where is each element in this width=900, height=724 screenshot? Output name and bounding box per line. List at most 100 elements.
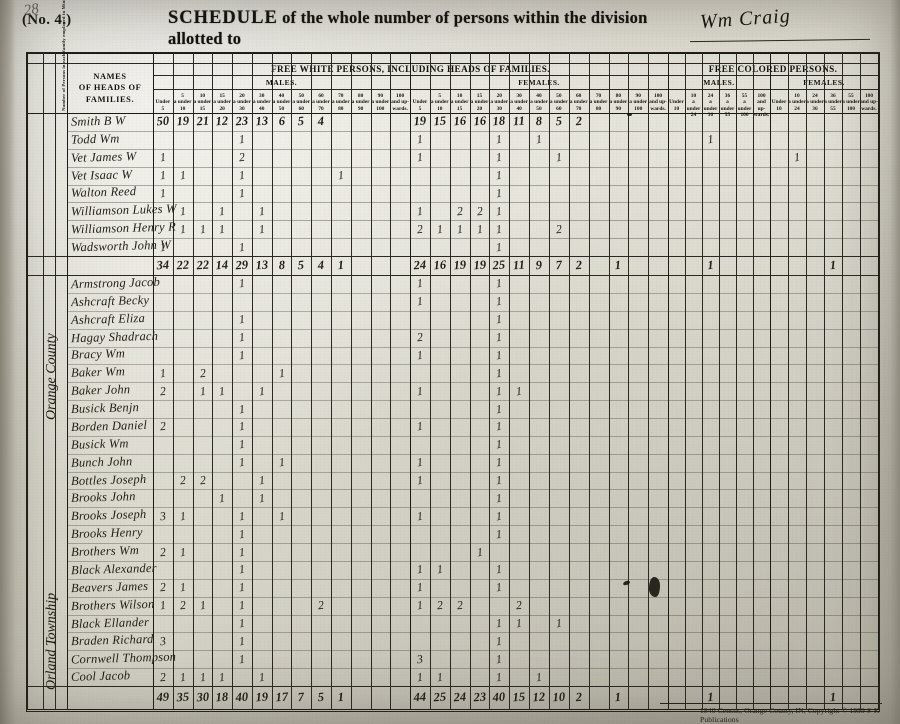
white-female-age-header-3: 15 a under 20 <box>470 93 490 112</box>
white-male-age-header-3: 15 a under 20 <box>212 93 232 112</box>
row-rule <box>67 650 878 652</box>
colored-female-age-header-3: 36 a under 55 <box>824 93 842 112</box>
cell-colored-female-count: 1 <box>793 149 801 165</box>
row-rule <box>67 148 878 150</box>
names-header-line2: OF HEADS OF FAMILIES. <box>78 83 142 104</box>
cell-white-female-count: 44 <box>413 689 427 705</box>
white-male-col-divider-11 <box>370 53 372 709</box>
cell-white-male-count: 1 <box>257 472 266 488</box>
rule-subtotal-top <box>27 256 879 257</box>
cell-white-female-count: 2 <box>575 689 583 705</box>
white-female-age-header-4: 20 a under 30 <box>489 93 509 112</box>
white-female-age-header-6-top: 40 <box>536 93 542 99</box>
cell-white-male-count: 1 <box>257 669 266 684</box>
white-male-age-header-6-mid: a under <box>272 99 291 106</box>
colored-male-col-divider-4 <box>736 53 737 709</box>
white-female-age-header-7-bot: 60 <box>556 105 562 112</box>
cell-white-female-count: 1 <box>495 633 504 649</box>
colored-male-col-divider-3 <box>719 53 720 709</box>
colored-female-age-header-4-bot: 100 <box>846 105 856 112</box>
white-male-col-divider-6 <box>271 53 273 709</box>
cell-colored-male-count: 1 <box>706 131 715 147</box>
white-female-age-header-6-bot: 50 <box>536 105 542 112</box>
cell-white-male-count: 1 <box>178 167 187 183</box>
cell-white-female-count: 1 <box>416 347 424 363</box>
cell-white-male-count: 1 <box>218 669 226 684</box>
cell-white-male-count: 1 <box>238 615 246 631</box>
white-female-age-header-9-mid: a under <box>589 99 608 106</box>
colored-female-col-divider-5 <box>860 53 861 709</box>
white-female-col-divider-8 <box>568 53 570 709</box>
white-male-age-header-9-top: 70 <box>338 93 344 99</box>
cell-white-male-count: 1 <box>238 347 246 363</box>
family-head-name: Borden Daniel <box>70 417 148 434</box>
cell-white-male-count: 1 <box>238 597 246 613</box>
cell-white-male-count: 2 <box>198 365 207 381</box>
cell-white-female-count: 2 <box>416 329 424 345</box>
cell-white-male-count: 1 <box>238 401 246 416</box>
row-rule <box>67 238 878 240</box>
white-male-age-header-1-bot: 10 <box>179 105 186 112</box>
cell-white-female-count: 2 <box>416 221 424 237</box>
cell-white-female-count: 1 <box>416 472 424 488</box>
white-female-age-header-2-top: 10 <box>456 93 463 99</box>
subheader-colored-females: FEMALES. <box>803 78 845 87</box>
cell-white-male-count: 1 <box>218 221 226 237</box>
cell-white-male-count: 1 <box>218 383 226 399</box>
colored-female-age-header-5-mid: and up- <box>860 99 878 106</box>
white-male-age-header-11-top: 90 <box>377 93 384 99</box>
family-head-name: Baker John <box>70 382 131 399</box>
white-female-age-header-10-mid: a under <box>609 99 628 106</box>
rule-bottom <box>27 709 879 710</box>
white-male-age-header-0-mid: Under <box>155 99 171 106</box>
white-male-col-divider-1 <box>172 53 174 709</box>
cell-white-female-count: 1 <box>614 689 622 705</box>
colored-male-age-header-3-bot: 55 <box>724 112 731 119</box>
colored-male-age-header-3-top: 36 <box>724 93 731 99</box>
row-rule <box>67 543 878 544</box>
colored-male-age-header-3: 36 a under 55 <box>719 93 736 119</box>
white-female-age-header-12-mid: and up- <box>649 99 667 106</box>
cell-white-female-count: 1 <box>416 579 424 595</box>
cell-white-male-count: 40 <box>235 689 249 705</box>
cell-white-female-count: 11 <box>512 257 526 273</box>
white-male-age-header-8: 60 a under 70 <box>311 93 331 112</box>
white-female-age-header-10-bot: 90 <box>615 105 622 112</box>
row-rule <box>67 292 878 294</box>
white-male-age-header-4-bot: 30 <box>239 105 245 112</box>
cell-white-male-count: 1 <box>238 526 246 541</box>
row-rule <box>67 166 878 168</box>
cell-white-female-count: 1 <box>416 293 424 309</box>
white-female-age-header-5: 30 a under 40 <box>509 93 529 112</box>
row-rule <box>67 364 878 366</box>
colored-female-age-header-1-mid: a under <box>788 99 806 106</box>
cell-white-male-count: 1 <box>238 651 246 667</box>
cell-white-male-count: 1 <box>238 167 246 183</box>
colored-female-age-header-0: Under 10 <box>770 93 788 112</box>
white-female-age-header-3-mid: a under <box>470 99 489 106</box>
cell-white-female-count: 15 <box>512 689 526 705</box>
cell-white-male-count: 49 <box>156 689 170 705</box>
frame-left <box>27 53 28 709</box>
cell-white-male-count: 1 <box>158 597 167 613</box>
cell-white-female-count: 1 <box>475 221 484 237</box>
cell-white-female-count: 5 <box>555 114 563 129</box>
cell-white-male-count: 2 <box>158 579 167 595</box>
family-head-name: Cool Jacob <box>70 668 131 684</box>
cell-white-male-count: 5 <box>297 257 305 273</box>
cell-white-female-count: 1 <box>495 419 504 434</box>
margin-note-county: Orange County <box>44 333 59 420</box>
footer-rule <box>660 703 882 704</box>
white-male-age-header-5-top: 30 <box>259 93 265 99</box>
page-header: 28 (No. 4.) SCHEDULE of the whole number… <box>0 0 900 48</box>
white-male-age-header-4: 20 a under 30 <box>232 93 252 112</box>
cell-white-male-count: 2 <box>158 383 167 399</box>
colored-male-age-header-2: 24 a under 36 <box>702 93 719 119</box>
white-male-age-header-6-bot: 50 <box>278 105 285 112</box>
white-female-age-header-11-mid: a under <box>629 99 648 106</box>
cell-white-male-count: 1 <box>158 365 167 381</box>
colored-female-age-header-2-top: 24 <box>812 93 818 99</box>
white-female-age-header-4-mid: a under <box>490 99 509 106</box>
white-female-age-header-10: 80 a under 90 <box>608 93 628 112</box>
cell-white-female-count: 9 <box>535 257 543 273</box>
